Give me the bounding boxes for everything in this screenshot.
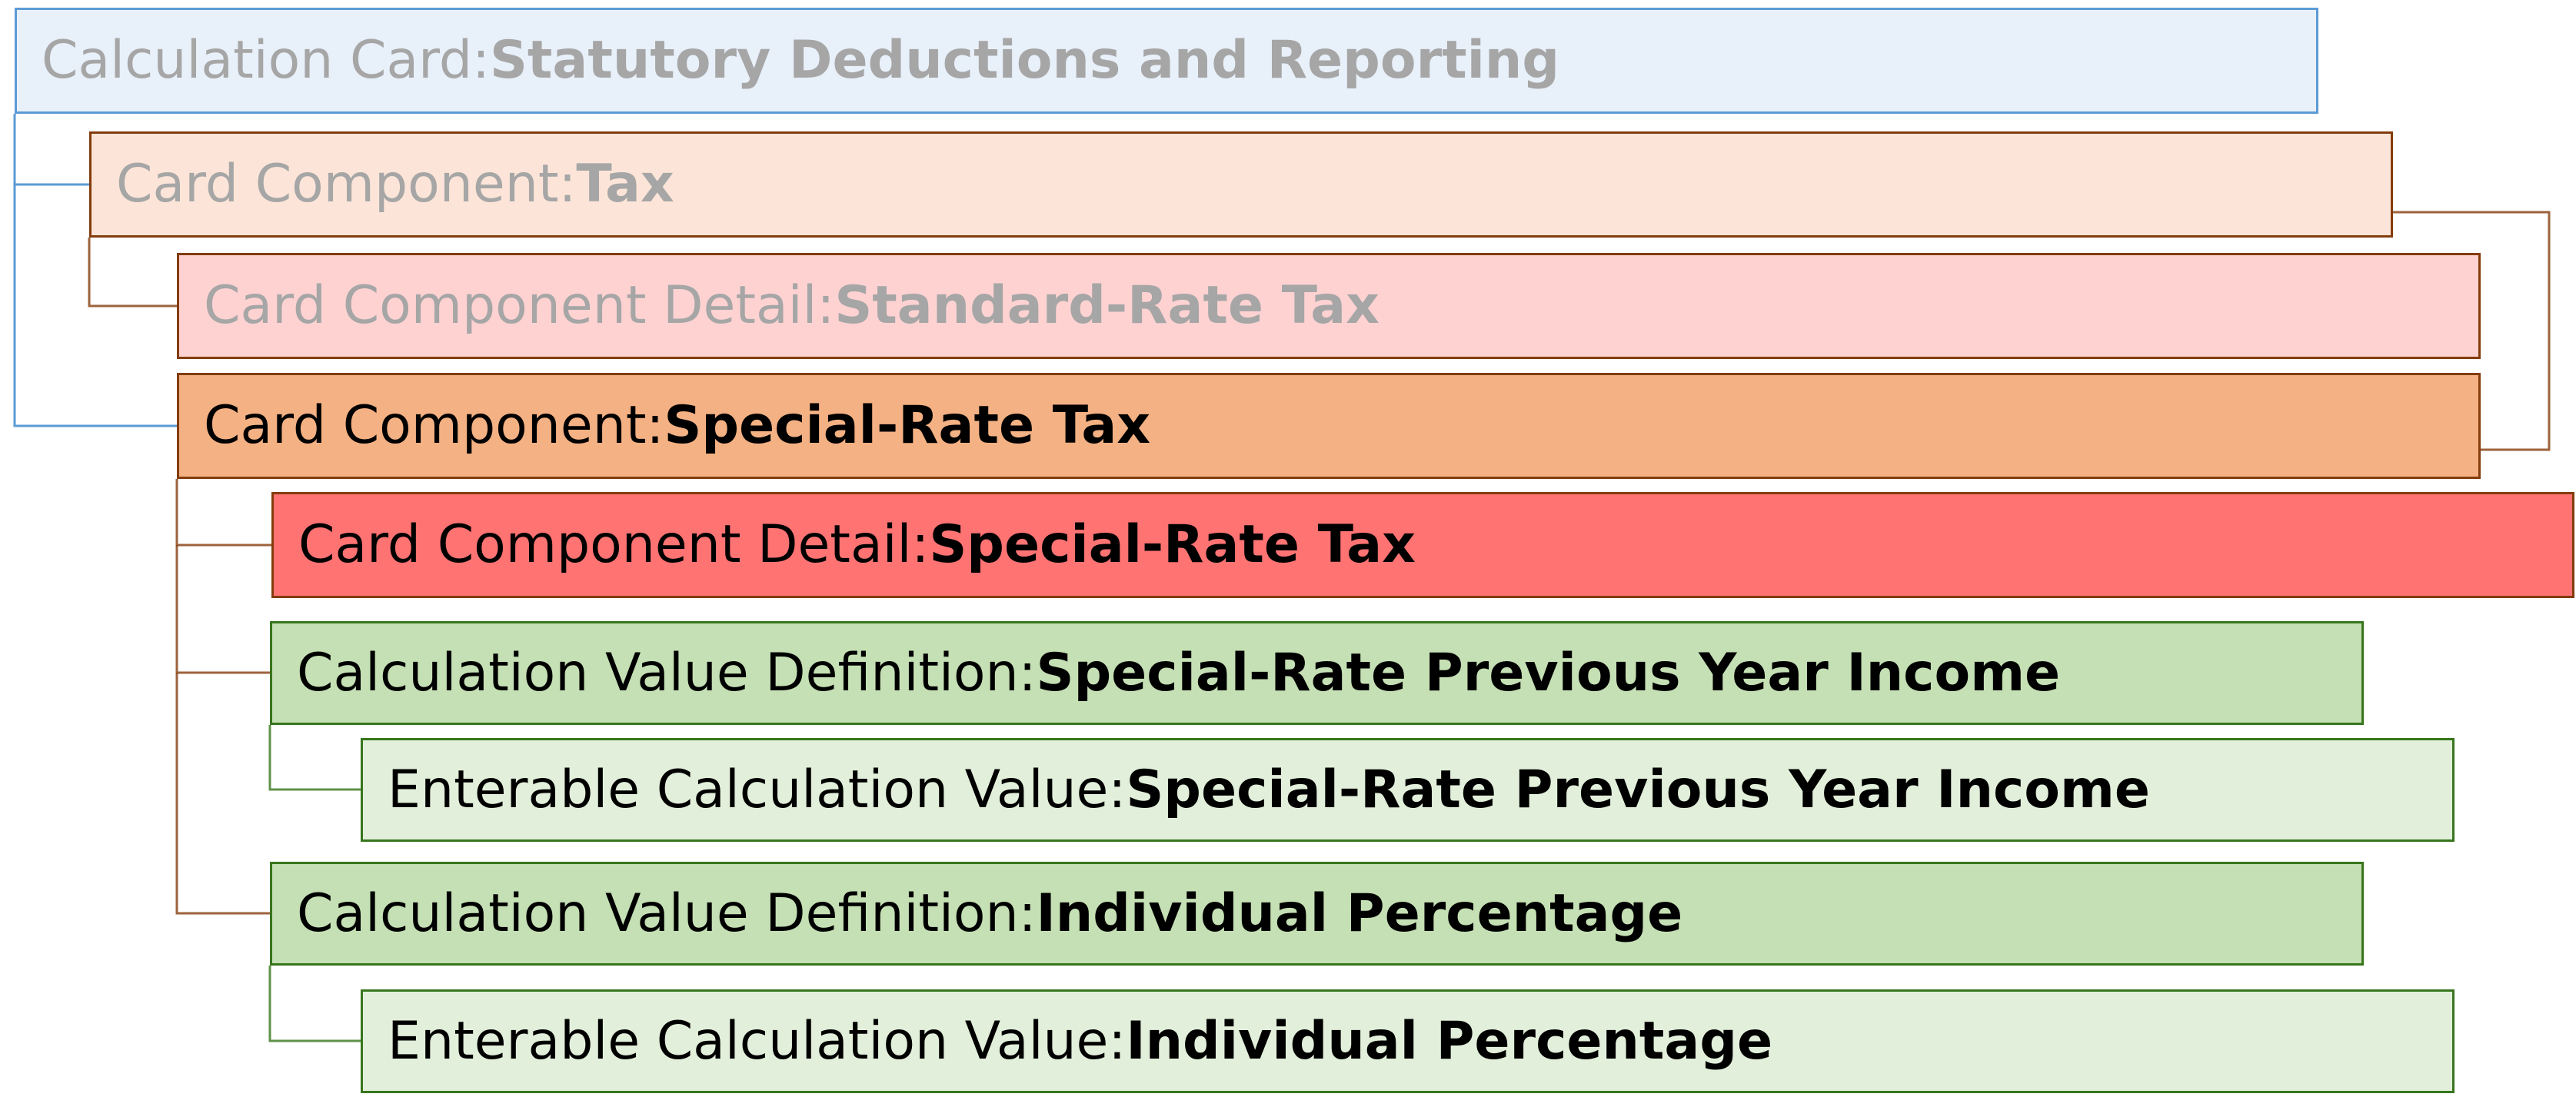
node-name: Special-Rate Previous Year Income (1126, 759, 2150, 820)
node-type-label: Card Component: (204, 395, 664, 456)
node-name: Standard-Rate Tax (834, 275, 1380, 336)
node-card-component-detail-standard-rate: Card Component Detail: Standard-Rate Tax (177, 253, 2481, 359)
connector-definition-1-to-enterable (268, 725, 361, 791)
node-value-definition-individual-percentage: Calculation Value Definition: Individual… (270, 862, 2364, 966)
connector-card-to-tax (13, 114, 89, 186)
node-name: Statutory Deductions and Reporting (489, 30, 1559, 91)
node-name: Special-Rate Previous Year Income (1036, 642, 2061, 703)
node-name: Individual Percentage (1126, 1010, 1773, 1072)
node-type-label: Enterable Calculation Value: (388, 759, 1127, 820)
node-enterable-value-previous-year-income: Enterable Calculation Value: Special-Rat… (361, 738, 2455, 842)
node-type-label: Calculation Value Definition: (297, 642, 1037, 703)
connector-definition-2-to-enterable (268, 966, 361, 1042)
node-type-label: Card Component: (116, 154, 577, 214)
connector-right-bracket (2393, 211, 2551, 451)
connector-component-to-detail (175, 479, 271, 547)
node-type-label: Calculation Value Definition: (297, 883, 1037, 944)
node-type-label: Calculation Card: (42, 30, 490, 91)
node-value-definition-previous-year-income: Calculation Value Definition: Special-Ra… (270, 621, 2364, 725)
node-name: Special-Rate Tax (929, 514, 1416, 575)
node-name: Special-Rate Tax (664, 395, 1151, 456)
connector-tax-to-standard-rate-detail (88, 238, 177, 308)
connector-component-to-definition-1 (175, 545, 270, 674)
node-type-label: Card Component Detail: (298, 514, 930, 575)
node-card-component-tax: Card Component: Tax (89, 131, 2393, 238)
connector-component-to-definition-2 (175, 673, 270, 915)
node-type-label: Card Component Detail: (204, 275, 835, 336)
node-name: Tax (576, 154, 674, 214)
node-card-component-detail-special-rate: Card Component Detail: Special-Rate Tax (271, 492, 2574, 598)
connector-card-to-special-rate-component (13, 185, 177, 427)
node-enterable-value-individual-percentage: Enterable Calculation Value: Individual … (361, 989, 2455, 1093)
node-card-component-special-rate: Card Component: Special-Rate Tax (177, 373, 2481, 479)
node-type-label: Enterable Calculation Value: (388, 1010, 1127, 1072)
node-name: Individual Percentage (1036, 883, 1683, 944)
node-calculation-card: Calculation Card: Statutory Deductions a… (15, 8, 2318, 114)
